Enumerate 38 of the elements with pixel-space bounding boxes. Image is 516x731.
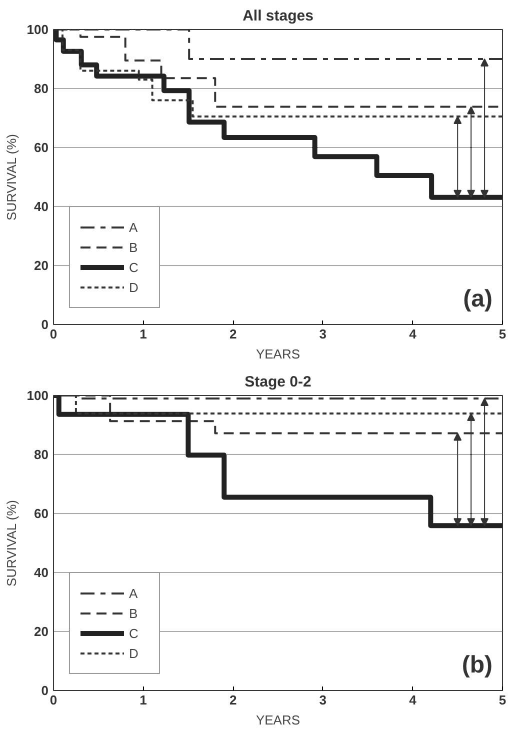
x-tick-label: 5 — [498, 692, 506, 708]
legend-label: A — [129, 586, 139, 600]
x-axis-title: YEARS — [256, 346, 300, 362]
chart-title: All stages — [242, 8, 314, 24]
y-tick-label: 20 — [34, 624, 49, 639]
y-tick-label: 100 — [26, 388, 49, 403]
legend-label: C — [129, 260, 140, 274]
y-axis-title: SURVIVAL (%) — [4, 500, 19, 586]
y-tick-label: 80 — [34, 81, 49, 96]
legend-label: D — [129, 646, 140, 660]
annotation: (b) — [462, 652, 493, 678]
x-tick-label: 2 — [229, 326, 237, 342]
x-tick-label: 3 — [319, 326, 327, 342]
x-tick-label: 1 — [140, 326, 147, 342]
y-tick-label: 0 — [41, 683, 49, 698]
legend-label: B — [129, 240, 139, 254]
x-tick-label: 2 — [229, 692, 237, 708]
x-tick-label: 1 — [140, 692, 147, 708]
y-tick-label: 0 — [41, 317, 49, 332]
annotation: (a) — [463, 286, 493, 312]
legend-label: D — [129, 280, 140, 294]
y-tick-label: 20 — [34, 258, 49, 273]
y-tick-label: 40 — [34, 199, 49, 214]
y-tick-label: 60 — [34, 140, 49, 155]
y-tick-label: 40 — [34, 565, 49, 580]
y-tick-label: 100 — [26, 22, 49, 37]
x-tick-label: 3 — [319, 692, 327, 708]
x-axis-title: YEARS — [256, 712, 300, 728]
chart-title: Stage 0-2 — [244, 374, 312, 390]
legend-label: C — [129, 626, 140, 640]
y-axis-title: SURVIVAL (%) — [4, 134, 19, 220]
y-tick-label: 60 — [34, 506, 49, 521]
y-tick-label: 80 — [34, 447, 49, 462]
x-tick-label: 4 — [409, 326, 418, 342]
x-tick-label: 5 — [498, 326, 506, 342]
x-tick-label: 4 — [409, 692, 418, 708]
legend-label: A — [129, 220, 139, 234]
legend-label: B — [129, 606, 139, 620]
